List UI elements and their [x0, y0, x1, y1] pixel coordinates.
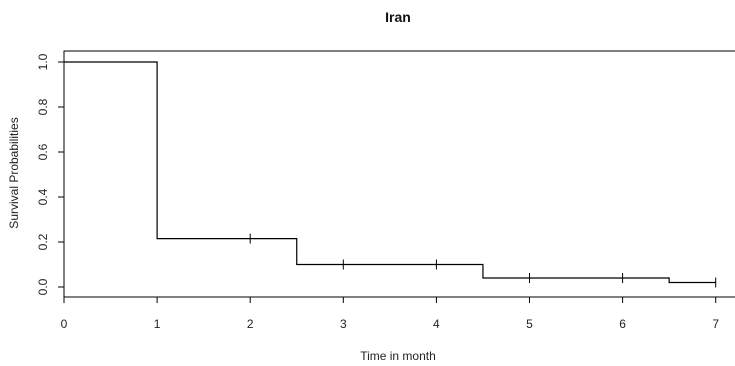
- x-tick-label: 2: [247, 317, 254, 331]
- x-tick-label: 6: [619, 317, 626, 331]
- x-tick-label: 1: [154, 317, 161, 331]
- y-tick-label: 0.8: [36, 98, 50, 115]
- x-tick-label: 4: [433, 317, 440, 331]
- y-axis-label: Survival Probabilities: [7, 117, 21, 228]
- x-tick-label: 7: [712, 317, 719, 331]
- y-tick-label: 1.0: [36, 53, 50, 70]
- y-tick-label: 0.6: [36, 143, 50, 160]
- y-axis: 0.0 0.2 0.4 0.6 0.8 1.0: [36, 53, 65, 295]
- x-axis-label: Time in month: [360, 349, 436, 363]
- chart-title: Iran: [385, 9, 411, 25]
- y-tick-label: 0.0: [36, 278, 50, 295]
- plot-area: [64, 61, 717, 288]
- y-tick-label: 0.2: [36, 233, 50, 250]
- x-tick-label: 3: [340, 317, 347, 331]
- x-tick-label: 5: [526, 317, 533, 331]
- x-tick-label: 0: [61, 317, 68, 331]
- x-axis: 0 1 2 3 4 5 6 7: [61, 296, 719, 331]
- y-tick-label: 0.4: [36, 188, 50, 205]
- survival-step-line: [64, 61, 716, 284]
- plot-frame: [63, 50, 735, 298]
